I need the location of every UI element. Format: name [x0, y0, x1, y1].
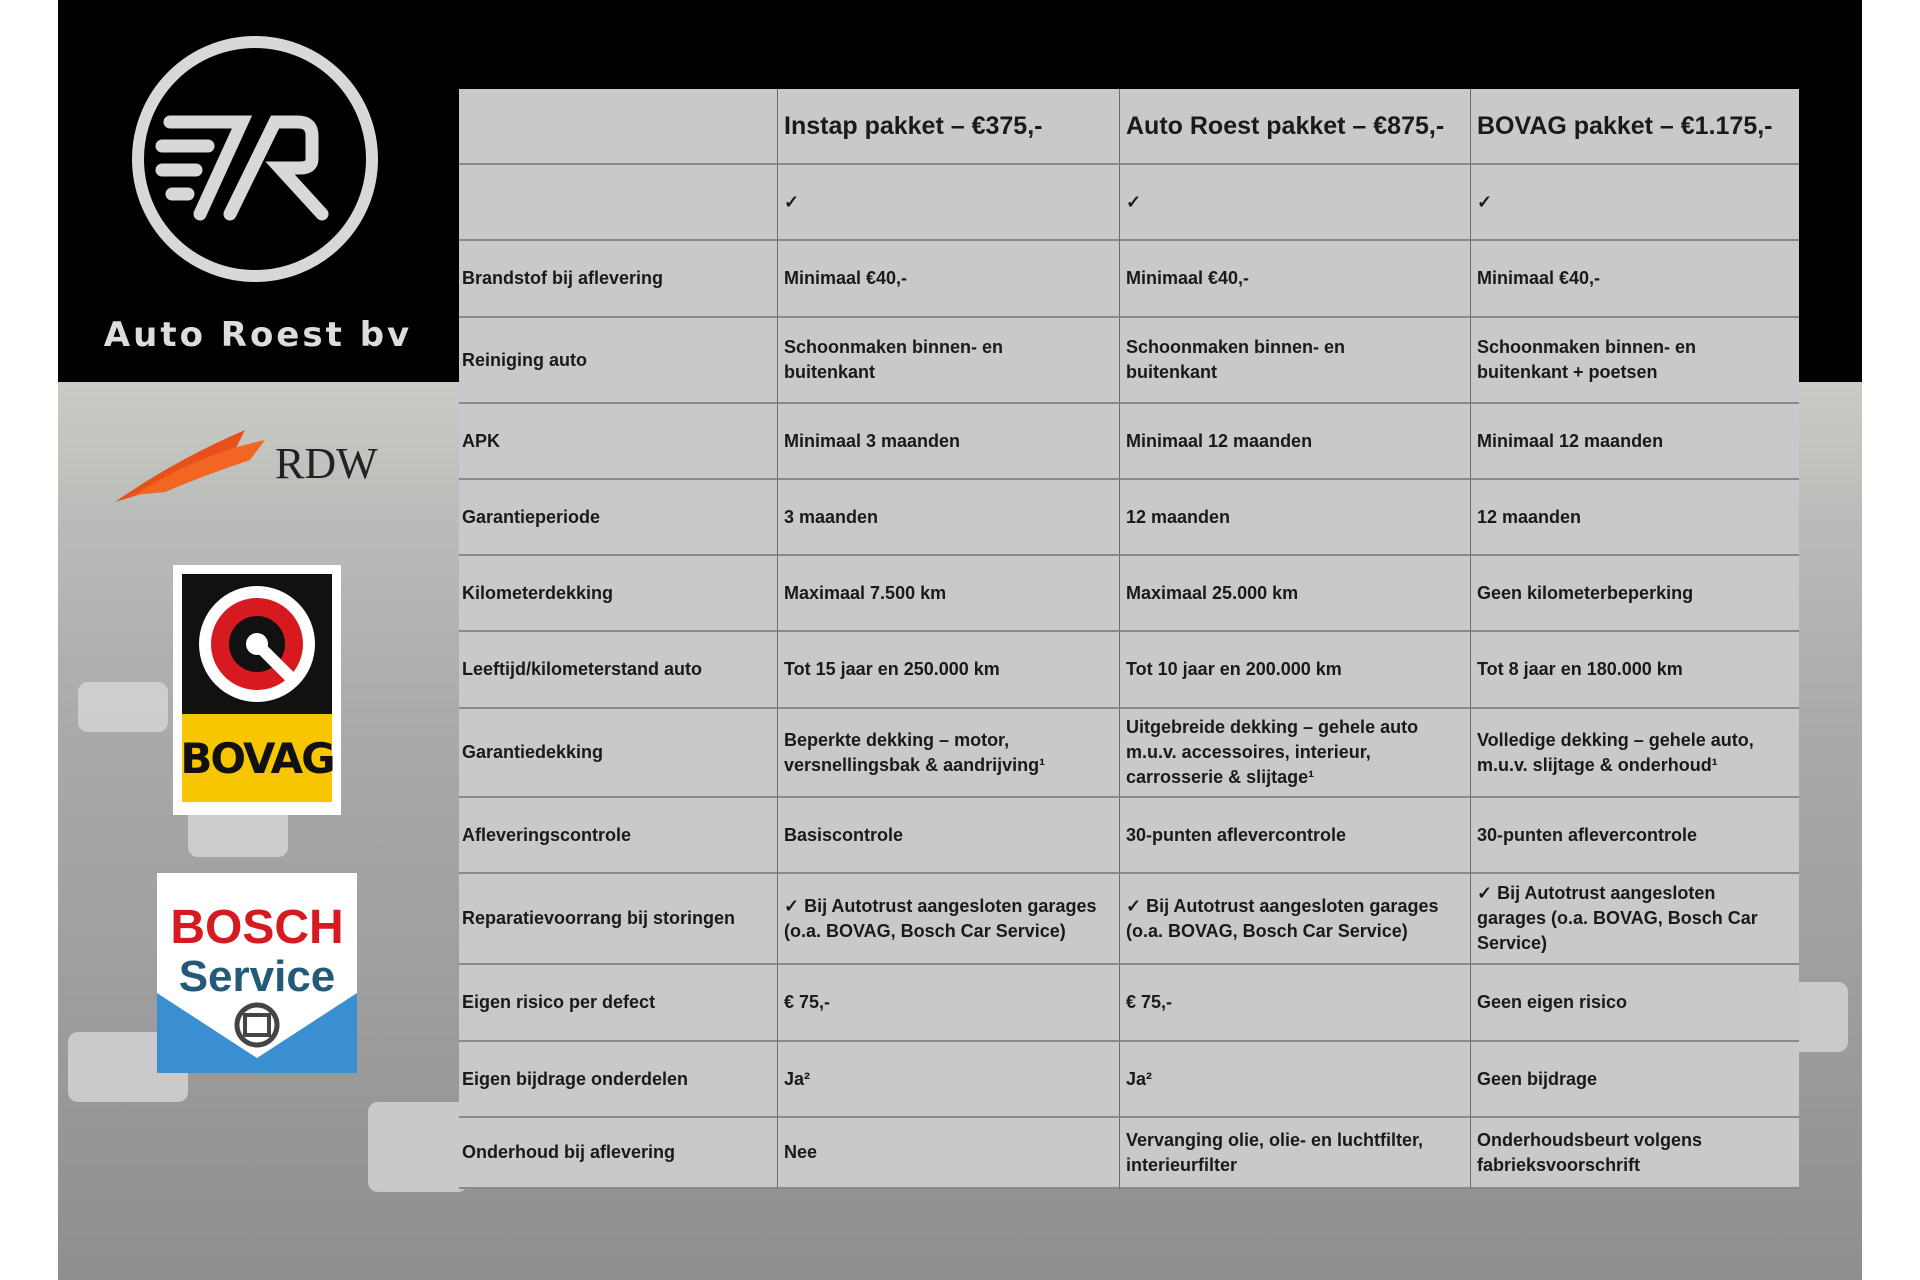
row-label: Brandstof bij aflevering [459, 241, 778, 318]
rdw-logo-icon: RDW [115, 430, 378, 502]
table-cell: ✓ [778, 165, 1120, 241]
brand-name: Auto Roest bv [103, 315, 413, 355]
table-cell: Beperkte dekking – motor, versnellingsba… [778, 709, 1120, 798]
table-cell: Tot 15 jaar en 250.000 km [778, 632, 1120, 709]
row-label: Garantieperiode [459, 480, 778, 556]
row-label: Kilometerdekking [459, 556, 778, 632]
svg-text:RDW: RDW [275, 439, 378, 488]
row-label: Eigen bijdrage onderdelen [459, 1042, 778, 1118]
column-header: Auto Roest pakket – €875,- [1120, 89, 1471, 165]
table-cell: Minimaal €40,- [1471, 241, 1799, 318]
table-cell: Vervanging olie, olie- en luchtfilter, i… [1120, 1118, 1471, 1189]
table-cell: Minimaal €40,- [1120, 241, 1471, 318]
column-header: BOVAG pakket – €1.175,- [1471, 89, 1799, 165]
table-cell: Ja² [1120, 1042, 1471, 1118]
table-cell: 30-punten aflevercontrole [1120, 798, 1471, 874]
row-label [459, 165, 778, 241]
table-cell: Minimaal 12 maanden [1471, 404, 1799, 480]
table-cell: ✓ [1471, 165, 1799, 241]
row-label: Reiniging auto [459, 318, 778, 404]
svg-text:BOSCH: BOSCH [170, 901, 343, 954]
row-label: Leeftijd/kilometerstand auto [459, 632, 778, 709]
table-cell: 30-punten aflevercontrole [1471, 798, 1799, 874]
table-cell: ✓ Bij Autotrust aangesloten garages (o.a… [1120, 874, 1471, 965]
row-label: Afleveringscontrole [459, 798, 778, 874]
table-cell: Schoonmaken binnen- en buitenkant [778, 318, 1120, 404]
row-label: Onderhoud bij aflevering [459, 1118, 778, 1189]
row-label: Eigen risico per defect [459, 965, 778, 1042]
bovag-emblem-icon [199, 586, 315, 702]
table-cell: Onderhoudsbeurt volgens fabrieksvoorschr… [1471, 1118, 1799, 1189]
table-cell: Maximaal 7.500 km [778, 556, 1120, 632]
column-header [459, 89, 778, 165]
table-cell: Nee [778, 1118, 1120, 1189]
row-label: Garantiedekking [459, 709, 778, 798]
table-cell: Minimaal 3 maanden [778, 404, 1120, 480]
table-cell: Basiscontrole [778, 798, 1120, 874]
bosch-service-logo-icon: BOSCH Service [157, 873, 357, 1073]
row-label: APK [459, 404, 778, 480]
table-cell: € 75,- [1120, 965, 1471, 1042]
table-cell: Tot 8 jaar en 180.000 km [1471, 632, 1799, 709]
table-cell: Ja² [778, 1042, 1120, 1118]
auto-roest-logo-icon [132, 36, 378, 282]
svg-text:Service: Service [179, 952, 336, 1001]
table-cell: Geen kilometerbeperking [1471, 556, 1799, 632]
table-cell: Volledige dekking – gehele auto, m.u.v. … [1471, 709, 1799, 798]
bovag-logo: BOVAG [173, 565, 341, 815]
table-cell: 12 maanden [1471, 480, 1799, 556]
table-cell: € 75,- [778, 965, 1120, 1042]
table-cell: Maximaal 25.000 km [1120, 556, 1471, 632]
table-cell: ✓ [1120, 165, 1471, 241]
row-label: Reparatievoorrang bij storingen [459, 874, 778, 965]
table-cell: ✓ Bij Autotrust aangesloten garages (o.a… [778, 874, 1120, 965]
column-header: Instap pakket – €375,- [778, 89, 1120, 165]
table-cell: Minimaal 12 maanden [1120, 404, 1471, 480]
table-cell: Uitgebreide dekking – gehele auto m.u.v.… [1120, 709, 1471, 798]
table-cell: Schoonmaken binnen- en buitenkant + poet… [1471, 318, 1799, 404]
table-cell: Minimaal €40,- [778, 241, 1120, 318]
table-cell: Tot 10 jaar en 200.000 km [1120, 632, 1471, 709]
table-cell: 12 maanden [1120, 480, 1471, 556]
table-cell: Geen eigen risico [1471, 965, 1799, 1042]
table-cell: Schoonmaken binnen- en buitenkant [1120, 318, 1471, 404]
table-cell: ✓ Bij Autotrust aangesloten garages (o.a… [1471, 874, 1799, 965]
table-cell: Geen bijdrage [1471, 1042, 1799, 1118]
table-cell: 3 maanden [778, 480, 1120, 556]
package-comparison-table: Instap pakket – €375,- Auto Roest pakket … [459, 89, 1799, 1189]
